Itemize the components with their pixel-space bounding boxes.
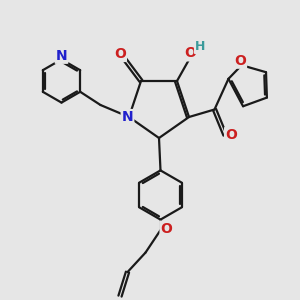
Text: O: O: [184, 46, 196, 60]
Text: O: O: [114, 47, 126, 61]
Text: O: O: [234, 54, 246, 68]
Text: N: N: [56, 49, 67, 63]
Text: O: O: [225, 128, 237, 142]
Text: H: H: [195, 40, 205, 53]
Text: N: N: [122, 110, 133, 124]
Text: O: O: [160, 222, 172, 236]
